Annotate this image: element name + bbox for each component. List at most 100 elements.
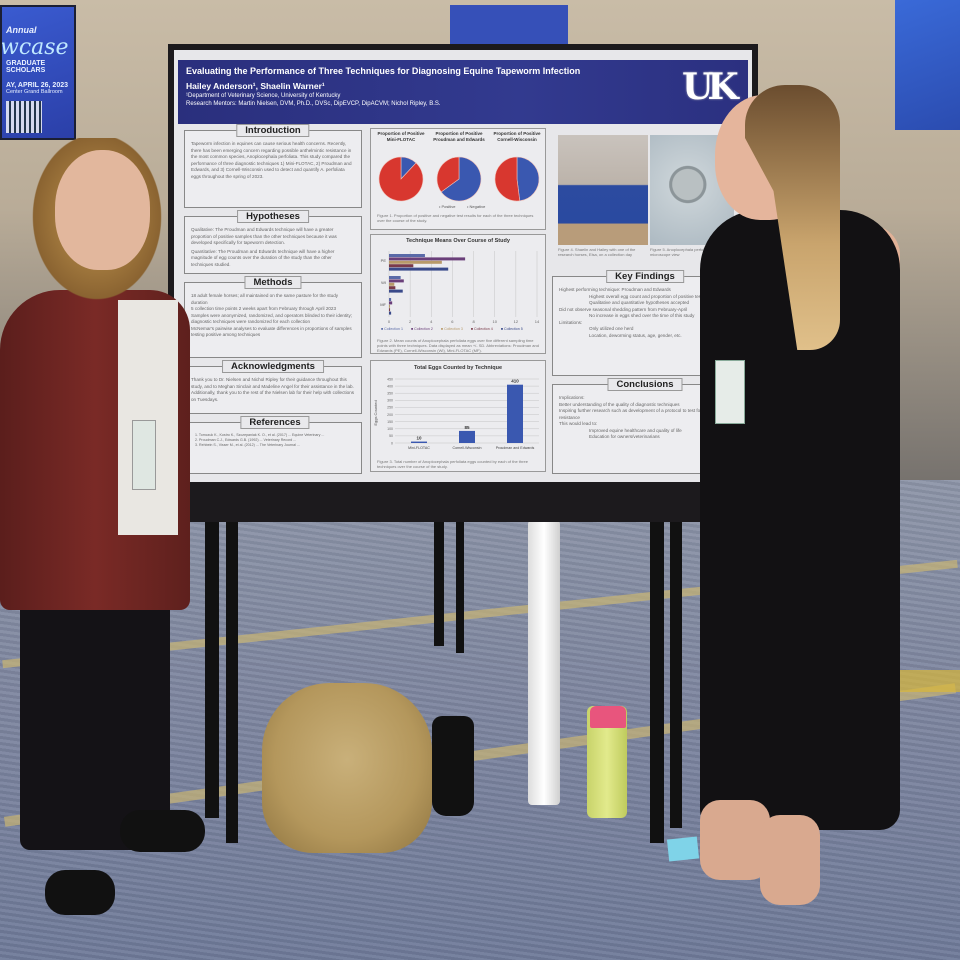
person-right-foot bbox=[760, 815, 820, 905]
legend-negative: • Negative bbox=[467, 204, 486, 209]
section-title: Introduction bbox=[236, 124, 310, 137]
pie-slice-negative bbox=[494, 156, 521, 202]
person-left-face bbox=[55, 150, 150, 270]
easel-leg bbox=[434, 518, 444, 646]
x-tick-label: 14 bbox=[535, 319, 540, 324]
legend-positive: • Positive bbox=[439, 204, 456, 209]
section-title: Acknowledgments bbox=[222, 360, 324, 373]
x-tick-label: Proudman and Edwards bbox=[496, 446, 535, 450]
pie-title: Proportion of Positive Mini-FLOTAC bbox=[377, 131, 425, 142]
sticky-note bbox=[666, 836, 700, 862]
legend-entry: ■ Collection 1 bbox=[381, 327, 403, 331]
y-tick-label: 150 bbox=[387, 420, 393, 424]
sign-line3: GRADUATE SCHOLARS bbox=[6, 60, 46, 74]
sign-date: AY, APRIL 26, 2023 bbox=[6, 82, 69, 89]
y-tick-label: 300 bbox=[387, 399, 393, 403]
bottle-lid bbox=[590, 706, 626, 728]
sign-line1: Annual bbox=[6, 25, 37, 35]
backpack bbox=[262, 683, 432, 853]
finding-item: Did not observe seasonal shedding patter… bbox=[559, 306, 688, 312]
shoe bbox=[432, 716, 474, 816]
conclusion-item: Improved equine healthcare and quality o… bbox=[589, 427, 682, 433]
category-label: PE bbox=[381, 258, 387, 263]
bar-1 bbox=[459, 430, 475, 443]
y-tick-label: 200 bbox=[387, 413, 393, 417]
data-label: 410 bbox=[511, 379, 519, 384]
means-bar-chart: 0 2 4 6 8 10 12 14 PE WI MF bbox=[380, 251, 540, 324]
bar-WI-3 bbox=[389, 286, 396, 290]
legend-entry: ■ Collection 2 bbox=[410, 327, 433, 331]
references-section: References 1. Tomczuk K., Kostro K., Szc… bbox=[188, 416, 362, 474]
method-item: Samples were anonymized, randomized, and… bbox=[191, 312, 353, 325]
shoe bbox=[45, 870, 115, 915]
pie-charts: • Positive • Negative bbox=[378, 156, 540, 209]
bar-2 bbox=[507, 384, 523, 443]
bar-WI-0 bbox=[389, 276, 401, 279]
bar-WI-4 bbox=[389, 289, 403, 293]
figure-2-caption: Figure 2. Mean counts of Anoplocephala p… bbox=[377, 338, 539, 353]
section-text: Thank you to Dr. Nielsen and Nichol Ripl… bbox=[191, 377, 355, 402]
bar-MF-2 bbox=[389, 304, 391, 308]
easel-leg bbox=[650, 518, 664, 843]
person-left-shirt bbox=[118, 300, 178, 535]
finding-item: Limitations: bbox=[559, 319, 583, 325]
hypotheses-section: Hypotheses Qualitative: The Proudman and… bbox=[184, 210, 362, 274]
y-tick-label: 50 bbox=[389, 434, 393, 438]
finding-item: Only utilized one herd bbox=[589, 326, 634, 331]
reference-item: 2. Proudman C.J., Edwards G.B. (1992) ..… bbox=[195, 438, 297, 442]
pie-slice-negative bbox=[436, 156, 460, 193]
bar-PE-1 bbox=[389, 257, 466, 261]
pie-title: Proportion of Positive Proudman and Edwa… bbox=[433, 131, 485, 142]
x-tick-label: Cornell-Wisconsin bbox=[453, 446, 482, 450]
conclusion-item: This would lead to: bbox=[559, 421, 598, 426]
chart-title: Total Eggs Counted by Technique bbox=[413, 365, 503, 371]
method-item: McNemar's pairwise analyses to evaluate … bbox=[191, 325, 352, 338]
y-tick-label: 0 bbox=[391, 441, 393, 445]
figure-3-caption: Figure 3. Total number of Anoplocephala … bbox=[377, 459, 528, 469]
y-tick-label: 450 bbox=[387, 377, 393, 381]
bar-0 bbox=[411, 441, 427, 443]
finding-item: Location, deworming status, age, gender,… bbox=[589, 332, 682, 338]
conclusion-item: Education for owners/veterinarians bbox=[589, 434, 660, 439]
figure-3-totals: Total Eggs Counted by Technique 0 50 100 15… bbox=[370, 360, 546, 472]
x-tick-label: 8 bbox=[472, 319, 475, 324]
section-title: Hypotheses bbox=[237, 210, 309, 223]
reference-item: 1. Tomczuk K., Kostro K., Szczepaniak K.… bbox=[195, 433, 325, 437]
finding-item: Highest performing technique: Proudman a… bbox=[559, 287, 671, 292]
section-title: Methods bbox=[244, 276, 302, 289]
introduction-section: Introduction Tapeworm infection in equin… bbox=[184, 124, 362, 208]
easel-leg bbox=[670, 518, 682, 828]
x-tick-label: 0 bbox=[388, 319, 391, 324]
bar-WI-2 bbox=[389, 282, 395, 286]
bar-MF-0 bbox=[389, 298, 392, 301]
x-tick-label: 10 bbox=[492, 319, 497, 324]
section-title: Key Findings bbox=[606, 270, 684, 283]
poster-mentors: Research Mentors: Martin Nielsen, DVM, P… bbox=[186, 101, 441, 107]
section-title: Conclusions bbox=[607, 378, 683, 391]
bar-PE-2 bbox=[389, 260, 442, 264]
x-tick-label: 4 bbox=[430, 319, 433, 324]
legend-entry: ■ Collection 3 bbox=[440, 327, 463, 331]
conclusion-item: Implications: bbox=[559, 395, 585, 400]
x-tick-label: Mini-FLOTAC bbox=[408, 446, 430, 450]
figure-1-caption: Figure 1. Proportion of positive and neg… bbox=[377, 213, 534, 223]
x-tick-label: 12 bbox=[514, 319, 519, 324]
background-screen bbox=[895, 0, 960, 130]
figure-4-caption: Figure 4. Shaelin and Hailey with one of… bbox=[558, 247, 636, 257]
chart-title: Technique Means Over Course of Study bbox=[406, 238, 510, 244]
figure-5-caption: Figure 5. Anoplocephala perfoliata egg 4… bbox=[650, 247, 727, 257]
name-badge bbox=[715, 360, 745, 424]
qr-code bbox=[6, 101, 42, 133]
legend-entry: ■ Collection 4 bbox=[470, 327, 493, 331]
acknowledgments-section: Acknowledgments Thank you to Dr. Nielsen… bbox=[184, 360, 362, 414]
section-text: Tapeworm infection in equines can cause … bbox=[191, 141, 352, 179]
name-badge bbox=[132, 420, 156, 490]
y-tick-label: 250 bbox=[387, 406, 393, 410]
easel-leg bbox=[226, 518, 238, 843]
x-tick-label: 6 bbox=[451, 319, 454, 324]
bar-PE-4 bbox=[389, 267, 449, 271]
bar-MF-3 bbox=[389, 308, 391, 312]
means-legend: ■ Collection 1 ■ Collection 2 ■ Collection… bbox=[381, 327, 541, 332]
methods-section: Methods 18 adult female horses; all main… bbox=[184, 276, 362, 358]
horse-photo bbox=[558, 135, 648, 245]
